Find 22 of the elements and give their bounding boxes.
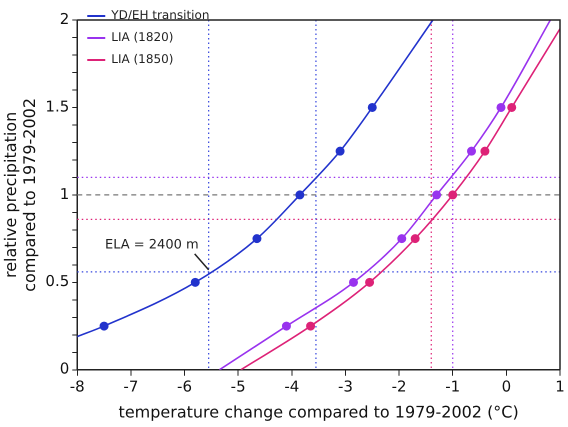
y-tick-label: 1 <box>60 184 70 203</box>
x-axis-title: temperature change compared to 1979-2002 (°C) <box>118 402 519 422</box>
x-tick-label: -8 <box>70 378 85 396</box>
x-tick-label: -4 <box>284 378 300 396</box>
legend-label: YD/EH transition <box>110 8 210 22</box>
legend-label: LIA (1850) <box>111 52 174 66</box>
y-tick-label: 0 <box>60 360 70 378</box>
line-series <box>77 20 434 338</box>
x-tick-label: -1 <box>445 378 460 396</box>
x-tick-label: -3 <box>338 378 353 396</box>
y-tick-label: 1.5 <box>45 97 70 116</box>
x-tick-label: -7 <box>123 378 138 396</box>
x-tick-label: -6 <box>177 378 192 396</box>
legend-label: LIA (1820) <box>111 30 174 44</box>
x-tick-label: -2 <box>392 378 407 396</box>
annotation: ELA = 2400 m <box>104 238 199 253</box>
y-tick-label: 0.5 <box>45 272 70 290</box>
y-axis-title: relative precipitation compared to 1979-2002 <box>0 98 39 292</box>
x-tick-label: 1 <box>555 378 565 396</box>
x-tick-label: 0 <box>502 378 512 396</box>
y-tick-label: 2 <box>60 10 70 28</box>
x-tick-label: -5 <box>230 378 246 396</box>
